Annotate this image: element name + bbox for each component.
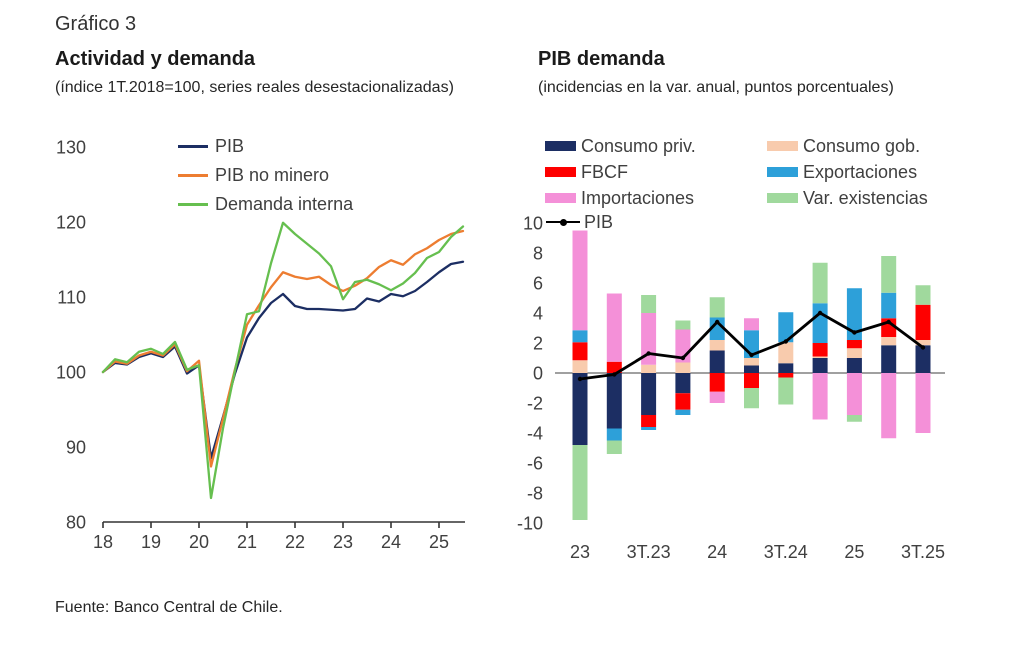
svg-text:24: 24 [707,542,727,562]
svg-text:6: 6 [533,274,543,294]
pib-demand-bar-chart: 10 8 6 4 2 0 -2 -4 -6 -8 -10 23 3T.23 24 3T.24 25 3T.25 [517,214,945,563]
legend-label: Consumo priv. [581,135,696,156]
svg-text:80: 80 [66,513,86,533]
svg-text:-10: -10 [517,514,543,534]
right-chart-subtitle: (incidencias en la var. anual, puntos po… [538,79,894,96]
svg-text:22: 22 [285,532,305,552]
legend-item-pib: PIB [178,132,353,161]
svg-text:23: 23 [333,532,353,552]
svg-text:100: 100 [56,363,86,383]
svg-text:10: 10 [523,214,543,234]
svg-text:120: 120 [56,213,86,233]
svg-text:20: 20 [189,532,209,552]
svg-text:90: 90 [66,438,86,458]
legend-label: Importaciones [581,187,695,208]
legend-item-fbcf: FBCF [545,159,767,185]
svg-text:110: 110 [57,288,86,308]
legend-label: PIB [215,136,245,156]
legend-item-consumo-gob: Consumo gob. [767,133,928,159]
svg-text:8: 8 [533,244,543,264]
svg-text:25: 25 [429,532,449,552]
svg-text:25: 25 [844,542,864,562]
legend-item-pib-line: PIB [546,211,613,233]
left-chart-subtitle: (índice 1T.2018=100, series reales deses… [55,79,454,96]
left-chart-legend: PIB PIB no minero Demanda interna [178,132,353,219]
pib-no-minero-line-swatch [178,174,208,177]
svg-text:21: 21 [237,532,257,552]
svg-text:18: 18 [93,532,113,552]
exportaciones-swatch [767,167,798,177]
importaciones-swatch [545,193,576,203]
legend-item-exportaciones: Exportaciones [767,159,928,185]
legend-label: PIB [584,211,614,232]
legend-item-consumo-priv: Consumo priv. [545,133,767,159]
svg-text:-2: -2 [527,394,543,414]
legend-label: PIB no minero [215,165,330,185]
legend-item-var-existencias: Var. existencias [767,185,928,211]
var-existencias-swatch [767,193,798,203]
svg-text:-8: -8 [527,484,543,504]
source-note: Fuente: Banco Central de Chile. [55,599,283,616]
svg-text:-4: -4 [527,424,543,444]
legend-item-pib-no-minero: PIB no minero [178,161,353,190]
svg-text:19: 19 [141,532,161,552]
legend-label: Consumo gob. [803,135,921,156]
svg-text:3T.23: 3T.23 [627,542,671,562]
figure-label: Gráfico 3 [55,13,137,35]
consumo-priv-swatch [545,141,576,151]
svg-text:3T.24: 3T.24 [764,542,808,562]
svg-text:23: 23 [570,542,590,562]
activity-demand-line-chart: 130 120 110 100 90 80 18 19 20 21 22 23 24 25 [56,138,465,552]
left-chart-title: Actividad y demanda [55,48,256,70]
legend-label: Var. existencias [803,187,928,208]
right-chart-title: PIB demanda [538,48,665,70]
consumo-gob-swatch [767,141,798,151]
svg-text:2: 2 [533,334,543,354]
fbcf-swatch [545,167,576,177]
legend-item-demanda-interna: Demanda interna [178,190,353,219]
right-chart-legend: Consumo priv. Consumo gob. FBCF Exportac… [545,133,928,211]
pib-marker-line-swatch [546,218,580,226]
svg-text:130: 130 [56,138,86,158]
demanda-interna-line-swatch [178,203,208,206]
legend-label: FBCF [581,161,628,182]
svg-text:24: 24 [381,532,401,552]
legend-label: Demanda interna [215,194,354,214]
svg-text:0: 0 [533,364,543,384]
svg-text:3T.25: 3T.25 [901,542,945,562]
svg-text:-6: -6 [527,454,543,474]
legend-item-importaciones: Importaciones [545,185,767,211]
pib-line-swatch [178,145,208,148]
legend-label: Exportaciones [803,161,918,182]
svg-text:4: 4 [533,304,543,324]
